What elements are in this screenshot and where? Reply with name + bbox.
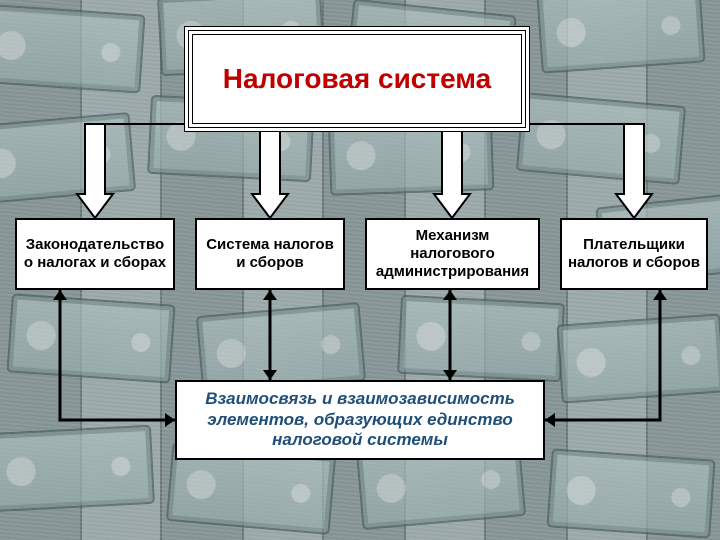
component-label: Система налогов и сборов bbox=[203, 236, 337, 272]
component-label: Плательщики налогов и сборов bbox=[568, 236, 700, 272]
component-label: Механизм налогового администрирования bbox=[373, 227, 532, 281]
component-label: Законодательство о налогах и сборах bbox=[23, 236, 167, 272]
title-text: Налоговая система bbox=[223, 62, 491, 96]
title-box: Налоговая система bbox=[192, 34, 522, 124]
component-admin-mechanism: Механизм налогового администрирования bbox=[365, 218, 540, 290]
summary-box: Взаимосвязь и взаимозависимость элементо… bbox=[175, 380, 545, 460]
component-tax-system: Система налогов и сборов bbox=[195, 218, 345, 290]
summary-text: Взаимосвязь и взаимозависимость элементо… bbox=[183, 389, 537, 450]
component-payers: Плательщики налогов и сборов bbox=[560, 218, 708, 290]
diagram-stage: Налоговая система Законодательство о нал… bbox=[0, 0, 720, 540]
component-legislation: Законодательство о налогах и сборах bbox=[15, 218, 175, 290]
